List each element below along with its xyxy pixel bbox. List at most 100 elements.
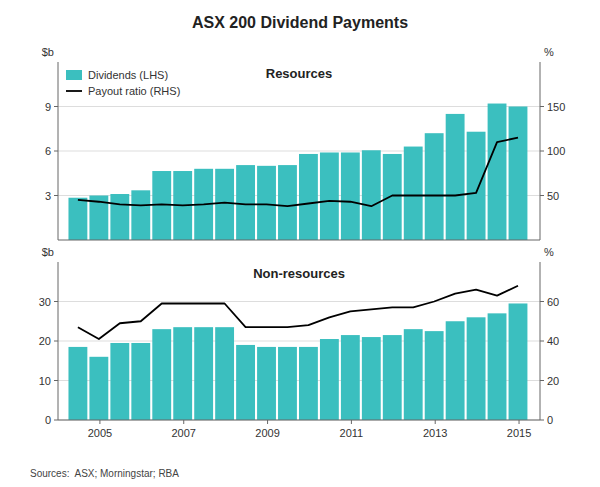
bar [173, 327, 192, 420]
x-tick [99, 420, 100, 424]
bar [341, 335, 360, 420]
line [78, 138, 518, 207]
x-tick [435, 420, 436, 424]
bar [278, 347, 297, 420]
x-tick-label: 2011 [340, 427, 364, 439]
y-tick-label: 6 [45, 145, 51, 157]
x-axis-line [58, 420, 540, 421]
line [78, 286, 518, 339]
bar [110, 343, 129, 420]
bar [320, 152, 339, 240]
bar [110, 194, 129, 240]
x-tick-label: 2009 [255, 427, 279, 439]
x-tick [519, 420, 520, 424]
bar [467, 132, 486, 240]
chart-title: ASX 200 Dividend Payments [192, 14, 408, 31]
bar [215, 327, 234, 420]
y2-tick [540, 301, 544, 302]
y2-tick [540, 380, 544, 381]
bar [362, 150, 381, 240]
bar [236, 345, 255, 420]
bar [446, 321, 465, 420]
x-tick [267, 420, 268, 424]
bar [215, 169, 234, 240]
legend-label: Dividends (LHS) [88, 69, 168, 81]
bar [152, 329, 171, 420]
y-tick-label: 0 [45, 414, 51, 426]
y2-tick-label: 20 [547, 375, 559, 387]
x-tick-label: 2015 [507, 427, 531, 439]
y-tick-label: 3 [45, 190, 51, 202]
bar [488, 313, 507, 420]
y-axis-label: $b [42, 246, 54, 258]
y2-tick-label: 0 [547, 414, 553, 426]
y2-axis-label: % [544, 246, 554, 258]
marks [68, 104, 527, 240]
y-tick [54, 106, 58, 107]
y2-tick [540, 195, 544, 196]
grid-line [58, 420, 540, 421]
y-tick-label: 10 [39, 375, 51, 387]
y-tick-label: 9 [45, 101, 51, 113]
bar [467, 317, 486, 420]
bar [404, 329, 423, 420]
bar [257, 166, 276, 240]
bar [383, 335, 402, 420]
legend-label: Payout ratio (RHS) [88, 85, 180, 97]
bar [194, 327, 213, 420]
y2-tick-label: 150 [547, 101, 565, 113]
bar [404, 147, 423, 240]
x-tick [351, 420, 352, 424]
grid-line [58, 301, 540, 302]
bar [383, 154, 402, 240]
bar [68, 347, 87, 420]
y2-tick-label: 100 [547, 145, 565, 157]
bar [236, 165, 255, 240]
y-tick [54, 420, 58, 421]
panel: 3 6 9 50 100 150 $b% Resources Dividends (LHS) Pa… [42, 46, 566, 240]
source-note: Sources: ASX; Morningstar; RBA [30, 468, 179, 479]
bar [425, 331, 444, 420]
x-tick-label: 2007 [171, 427, 195, 439]
bar [131, 190, 150, 240]
bar [509, 107, 528, 241]
y2-tick-label: 60 [547, 296, 559, 308]
y2-tick [540, 341, 544, 342]
y2-axis-label: % [544, 46, 554, 58]
bar [446, 114, 465, 240]
background [0, 0, 600, 487]
bar [341, 152, 360, 240]
x-tick-label: 2013 [423, 427, 447, 439]
bar [89, 357, 108, 420]
marks [68, 286, 527, 420]
y2-tick-label: 50 [547, 190, 559, 202]
y-tick [54, 195, 58, 196]
bar [488, 104, 507, 240]
panel: 01020300204060200520072009201120132015$b… [39, 246, 560, 439]
panel-label: Resources [266, 66, 332, 81]
bar [68, 198, 87, 240]
legend-swatch [66, 70, 82, 80]
x-tick [183, 420, 184, 424]
y-tick [54, 380, 58, 381]
y-tick [54, 341, 58, 342]
bar [299, 154, 318, 240]
y2-tick [540, 106, 544, 107]
bar [320, 339, 339, 420]
bar [299, 347, 318, 420]
y-tick [54, 301, 58, 302]
legend-swatch [66, 90, 82, 92]
y-tick-label: 30 [39, 296, 51, 308]
bar [131, 343, 150, 420]
panel-label: Non-resources [253, 266, 345, 281]
x-axis-line [58, 240, 540, 241]
bar [257, 347, 276, 420]
bar [278, 165, 297, 240]
y-tick-label: 20 [39, 335, 51, 347]
y2-tick [540, 151, 544, 152]
bar [509, 303, 528, 420]
y-axis-label: $b [42, 46, 54, 58]
y-tick [54, 151, 58, 152]
legend: Dividends (LHS) Payout ratio (RHS) [66, 69, 180, 97]
grid-line [58, 106, 540, 107]
